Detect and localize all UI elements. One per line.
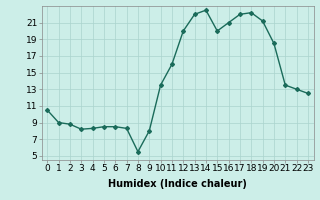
X-axis label: Humidex (Indice chaleur): Humidex (Indice chaleur): [108, 179, 247, 189]
